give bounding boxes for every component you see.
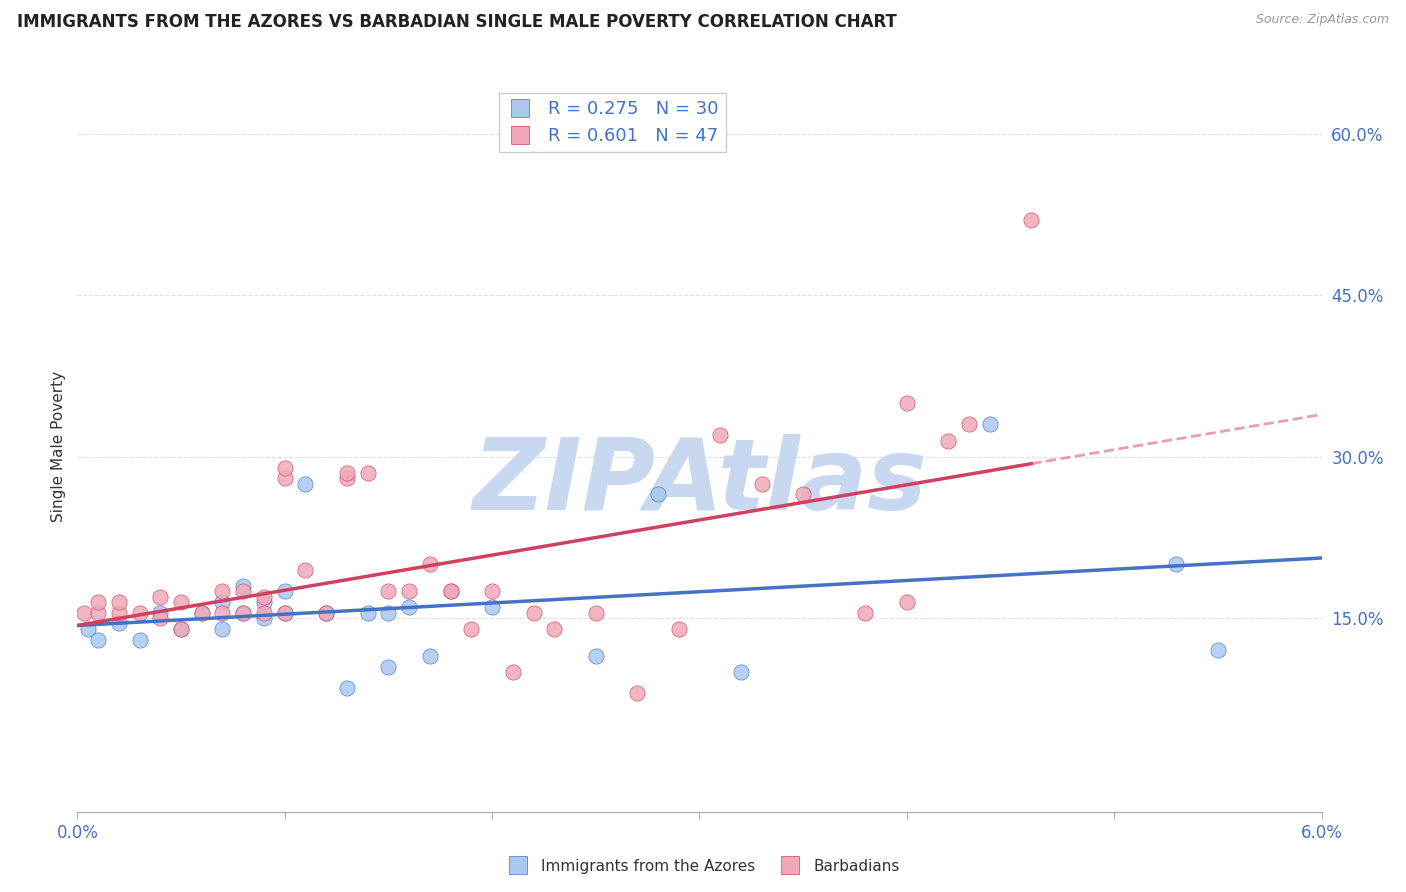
Text: IMMIGRANTS FROM THE AZORES VS BARBADIAN SINGLE MALE POVERTY CORRELATION CHART: IMMIGRANTS FROM THE AZORES VS BARBADIAN …: [17, 13, 897, 31]
Point: [709, 428, 731, 442]
Point: [108, 595, 131, 609]
Point: [232, 584, 254, 599]
Point: [315, 606, 337, 620]
Point: [76, 622, 98, 636]
Point: [232, 606, 254, 620]
Text: Source: ZipAtlas.com: Source: ZipAtlas.com: [1256, 13, 1389, 27]
Point: [274, 584, 297, 599]
Point: [377, 606, 399, 620]
Point: [108, 616, 131, 631]
Point: [481, 584, 503, 599]
Point: [336, 466, 359, 480]
Point: [211, 622, 233, 636]
Point: [87, 632, 110, 647]
Point: [523, 606, 546, 620]
Point: [896, 396, 918, 410]
Point: [481, 600, 503, 615]
Point: [149, 606, 172, 620]
Point: [585, 606, 607, 620]
Point: [440, 584, 463, 599]
Point: [149, 590, 172, 604]
Point: [357, 466, 380, 480]
Point: [274, 606, 297, 620]
Y-axis label: Single Male Poverty: Single Male Poverty: [51, 370, 66, 522]
Point: [1206, 643, 1229, 657]
Point: [460, 622, 482, 636]
Point: [855, 606, 877, 620]
Point: [211, 606, 233, 620]
Point: [211, 584, 233, 599]
Point: [294, 563, 316, 577]
Point: [170, 595, 193, 609]
Point: [253, 595, 276, 609]
Point: [170, 622, 193, 636]
Legend: Immigrants from the Azores, Barbadians: Immigrants from the Azores, Barbadians: [501, 853, 905, 880]
Legend: R = 0.275   N = 30, R = 0.601   N = 47: R = 0.275 N = 30, R = 0.601 N = 47: [499, 93, 725, 153]
Point: [274, 460, 297, 475]
Point: [336, 471, 359, 485]
Point: [377, 584, 399, 599]
Point: [274, 606, 297, 620]
Point: [128, 632, 150, 647]
Point: [253, 606, 276, 620]
Point: [792, 487, 814, 501]
Point: [191, 606, 214, 620]
Point: [979, 417, 1001, 432]
Point: [751, 476, 773, 491]
Point: [668, 622, 690, 636]
Point: [128, 606, 150, 620]
Point: [419, 558, 441, 572]
Point: [1021, 213, 1043, 227]
Point: [647, 487, 669, 501]
Point: [253, 590, 276, 604]
Point: [419, 648, 441, 663]
Point: [336, 681, 359, 695]
Point: [274, 471, 297, 485]
Point: [957, 417, 980, 432]
Point: [232, 606, 254, 620]
Point: [315, 606, 337, 620]
Point: [294, 476, 316, 491]
Point: [502, 665, 524, 679]
Point: [377, 659, 399, 673]
Point: [440, 584, 463, 599]
Point: [585, 648, 607, 663]
Point: [253, 611, 276, 625]
Point: [626, 686, 648, 700]
Point: [398, 600, 420, 615]
Point: [1166, 558, 1188, 572]
Point: [108, 606, 131, 620]
Point: [87, 595, 110, 609]
Point: [543, 622, 565, 636]
Point: [896, 595, 918, 609]
Point: [938, 434, 960, 448]
Point: [232, 579, 254, 593]
Point: [357, 606, 380, 620]
Point: [87, 606, 110, 620]
Point: [191, 606, 214, 620]
Point: [72, 606, 94, 620]
Text: ZIPAtlas: ZIPAtlas: [472, 434, 927, 531]
Point: [170, 622, 193, 636]
Point: [211, 595, 233, 609]
Point: [149, 611, 172, 625]
Point: [398, 584, 420, 599]
Point: [730, 665, 752, 679]
